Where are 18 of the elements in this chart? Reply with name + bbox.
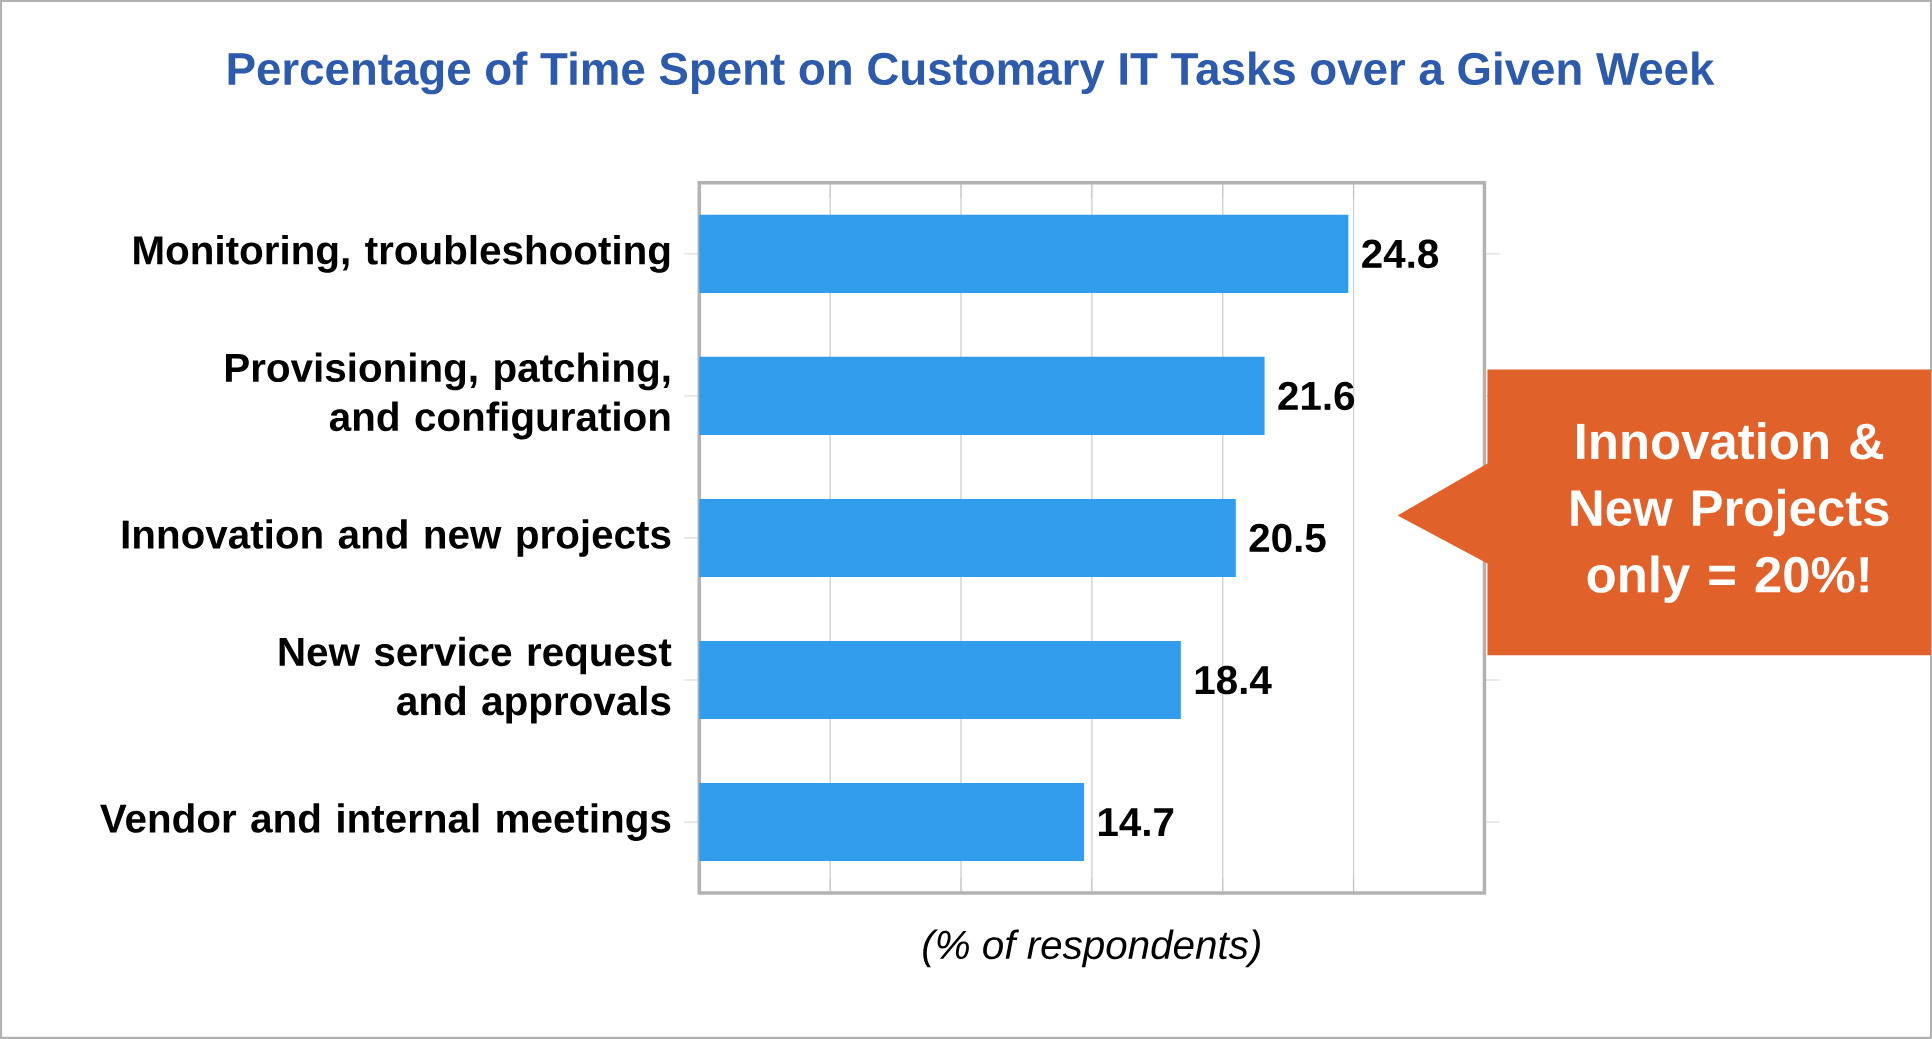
y-tick-label: Innovation and new projects bbox=[122, 519, 671, 557]
data-label: 21.6 bbox=[1278, 381, 1355, 411]
bar bbox=[699, 214, 1349, 293]
y-tick-label: Provisioning, patching, and configuration bbox=[225, 352, 670, 440]
data-label: 18.4 bbox=[1195, 665, 1272, 695]
y-tick-label: Monitoring, troubleshooting bbox=[134, 235, 670, 273]
data-label: 24.8 bbox=[1362, 239, 1439, 269]
x-axis-title: (% of respondents) bbox=[923, 929, 1260, 968]
bar bbox=[699, 640, 1181, 720]
y-tick-label: Vendor and internal meetings bbox=[100, 803, 671, 841]
chart-title: Percentage of Time Spent on Customary IT Tasks over a Given Week bbox=[228, 51, 1715, 95]
bar bbox=[699, 498, 1236, 578]
bar bbox=[699, 356, 1265, 435]
text: Innovation & New Projects only = 20%! bbox=[1571, 422, 1889, 603]
bar bbox=[699, 783, 1085, 862]
data-label: 14.7 bbox=[1098, 808, 1174, 836]
data-label: 20.5 bbox=[1249, 523, 1326, 553]
y-tick-label: New service request and approvals bbox=[279, 636, 672, 724]
